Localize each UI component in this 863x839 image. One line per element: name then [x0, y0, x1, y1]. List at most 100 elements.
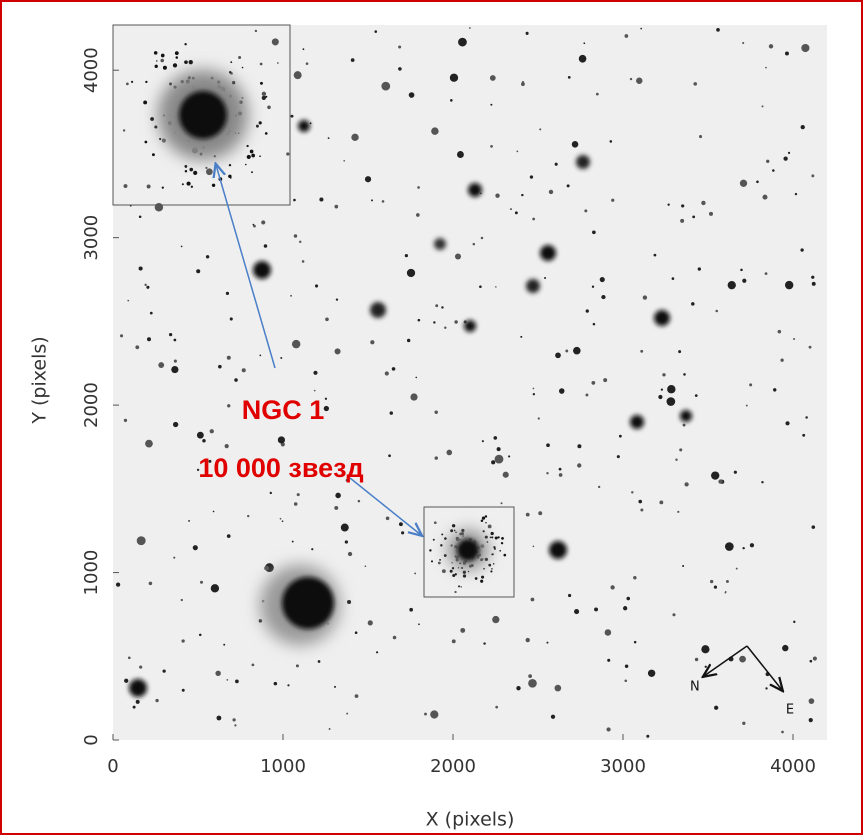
star: [226, 355, 231, 360]
star: [154, 125, 158, 129]
star: [450, 529, 454, 533]
star: [558, 473, 563, 477]
star: [159, 137, 162, 141]
star: [196, 269, 201, 274]
star: [780, 358, 784, 362]
star: [708, 211, 713, 216]
star: [488, 563, 492, 567]
star: [147, 337, 152, 342]
star: [181, 688, 185, 692]
star: [489, 536, 492, 539]
star: [592, 322, 596, 326]
star: [694, 657, 699, 662]
star: [433, 321, 436, 324]
star: [296, 493, 300, 497]
star: [490, 103, 493, 106]
star: [489, 75, 496, 81]
star: [756, 180, 759, 184]
star: [532, 217, 536, 221]
star: [228, 174, 232, 179]
star: [299, 240, 302, 244]
star: [811, 525, 816, 529]
star: [481, 516, 486, 520]
star: [683, 373, 686, 376]
star: [439, 558, 441, 561]
star: [354, 631, 358, 635]
star: [483, 642, 486, 645]
star: [261, 220, 266, 225]
star: [494, 536, 498, 540]
star: [739, 179, 748, 187]
star: [692, 215, 696, 219]
star: [443, 554, 447, 557]
star: [202, 439, 206, 443]
star: [205, 166, 208, 169]
star: [699, 135, 703, 139]
star: [762, 194, 768, 200]
star: [144, 283, 147, 287]
star: [364, 176, 372, 183]
star: [385, 516, 390, 521]
star: [180, 245, 183, 248]
star: [765, 687, 768, 690]
star: [417, 186, 420, 189]
star: [640, 508, 644, 512]
star: [521, 193, 524, 197]
star: [264, 406, 267, 410]
star: [742, 41, 745, 45]
star: [623, 606, 628, 611]
star: [472, 242, 476, 246]
star: [647, 669, 656, 677]
star: [691, 302, 695, 306]
star: [532, 393, 536, 396]
star: [495, 286, 497, 288]
star: [181, 639, 185, 643]
star: [677, 510, 680, 513]
star: [325, 317, 329, 322]
star: [675, 458, 678, 461]
star: [449, 569, 453, 573]
star: [153, 51, 158, 55]
star: [529, 175, 534, 179]
star: [491, 553, 494, 556]
star: [484, 535, 488, 539]
star: [255, 124, 259, 128]
star: [532, 387, 535, 390]
star: [260, 81, 263, 85]
star: [812, 656, 817, 661]
star: [388, 454, 391, 458]
star: [319, 197, 324, 202]
star: [184, 170, 188, 173]
star: [491, 460, 496, 465]
star: [174, 51, 179, 56]
star: [398, 522, 403, 527]
star: [229, 317, 233, 321]
star: [749, 543, 755, 548]
star: [254, 29, 258, 33]
star: [591, 380, 596, 385]
star: [785, 421, 790, 426]
star: [424, 712, 427, 716]
star: [286, 152, 290, 156]
star: [192, 545, 198, 551]
star: [226, 678, 229, 681]
star: [130, 80, 134, 84]
star: [484, 515, 488, 518]
star: [317, 660, 321, 663]
star: [573, 346, 581, 355]
star: [680, 218, 685, 223]
star: [149, 311, 153, 315]
star: [490, 570, 493, 573]
star: [193, 170, 198, 175]
star: [188, 59, 193, 65]
star: [485, 521, 487, 524]
star: [749, 383, 753, 387]
star: [146, 184, 151, 189]
star: [681, 204, 685, 208]
star: [196, 468, 200, 472]
star: [486, 541, 489, 543]
star: [143, 100, 148, 105]
star: [196, 431, 204, 439]
star: [653, 253, 657, 257]
star: [638, 499, 643, 504]
